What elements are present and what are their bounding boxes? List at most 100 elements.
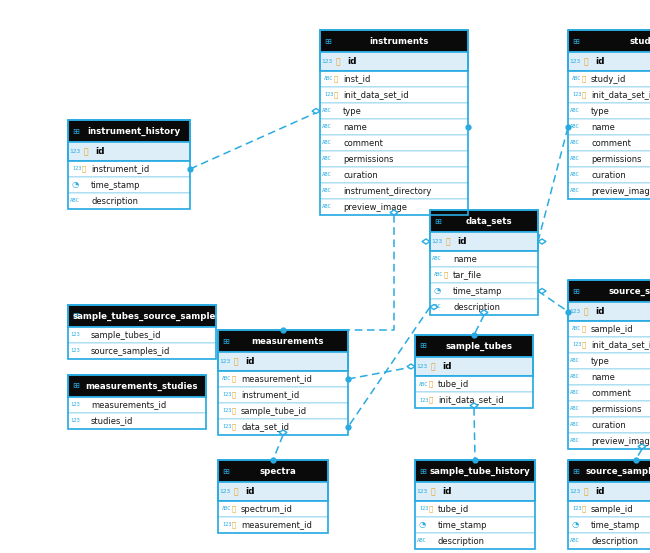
Polygon shape [538,289,546,294]
Text: ABC: ABC [570,140,580,145]
Text: ABC: ABC [570,358,580,363]
Text: ⚿: ⚿ [232,392,236,398]
Text: sample_id: sample_id [591,325,634,333]
Text: 123: 123 [222,425,231,430]
Text: ABC: ABC [322,124,332,129]
Text: 123: 123 [220,489,231,494]
FancyBboxPatch shape [68,375,206,397]
Text: id: id [442,362,452,371]
FancyBboxPatch shape [568,369,650,385]
Text: 123: 123 [572,92,581,97]
Polygon shape [407,364,415,369]
FancyBboxPatch shape [415,392,533,408]
FancyBboxPatch shape [568,151,650,167]
Text: id: id [457,237,467,246]
Text: init_data_set_id: init_data_set_id [343,91,409,100]
Text: sample_tubes_id: sample_tubes_id [91,331,161,340]
Text: ⊞: ⊞ [73,382,79,390]
Text: preview_image: preview_image [591,436,650,446]
Text: measurements_id: measurements_id [91,400,166,410]
Text: ⚿: ⚿ [582,76,586,82]
Text: 123: 123 [419,398,428,403]
FancyBboxPatch shape [218,460,328,482]
Text: instrument_history: instrument_history [88,127,181,135]
Text: ⊞: ⊞ [419,342,426,351]
Text: 123: 123 [572,342,581,347]
Text: 123: 123 [222,409,231,414]
FancyBboxPatch shape [68,142,190,161]
Text: time_stamp: time_stamp [438,520,488,530]
FancyBboxPatch shape [218,517,328,533]
FancyBboxPatch shape [320,167,468,183]
FancyBboxPatch shape [568,52,650,71]
Text: 123: 123 [70,419,80,424]
FancyBboxPatch shape [320,135,468,151]
Text: 123: 123 [222,523,231,528]
Polygon shape [312,108,320,113]
Text: 123: 123 [417,489,428,494]
Text: ABC: ABC [570,108,580,113]
Text: id: id [245,357,255,366]
Text: ⚿: ⚿ [429,380,433,387]
Text: ⊞: ⊞ [573,286,580,295]
Text: ⚿: ⚿ [582,342,586,348]
FancyBboxPatch shape [568,135,650,151]
Text: description: description [591,536,638,545]
FancyBboxPatch shape [68,327,216,343]
Text: curation: curation [591,420,626,430]
FancyBboxPatch shape [568,533,650,549]
FancyBboxPatch shape [568,401,650,417]
FancyBboxPatch shape [430,299,538,315]
Text: source_sample_history: source_sample_history [585,466,650,476]
Text: ⚿: ⚿ [584,57,588,66]
Polygon shape [279,430,287,435]
Text: ⊞: ⊞ [573,36,580,45]
FancyBboxPatch shape [430,210,538,232]
Text: ⚿: ⚿ [582,326,586,332]
FancyBboxPatch shape [568,337,650,353]
Text: ABC: ABC [570,156,580,161]
Text: ⚿: ⚿ [232,375,236,382]
Text: 123: 123 [70,149,81,154]
FancyBboxPatch shape [218,330,348,352]
Text: tube_id: tube_id [438,379,469,389]
Text: type: type [591,357,610,366]
Text: ◔: ◔ [434,286,441,295]
Polygon shape [480,310,488,315]
Text: inst_id: inst_id [343,75,370,84]
Text: name: name [591,123,615,132]
Text: id: id [245,487,255,496]
FancyBboxPatch shape [568,385,650,401]
Text: 123: 123 [324,92,333,97]
Text: 123: 123 [572,507,581,512]
Text: ABC: ABC [322,205,332,210]
FancyBboxPatch shape [68,161,190,177]
Text: ⚿: ⚿ [234,357,239,366]
FancyBboxPatch shape [568,119,650,135]
FancyBboxPatch shape [415,335,533,357]
Text: 123: 123 [72,166,81,171]
Text: instrument_id: instrument_id [91,164,150,174]
Text: ⚿: ⚿ [335,57,341,66]
FancyBboxPatch shape [568,417,650,433]
Text: sample_tube_id: sample_tube_id [241,406,307,415]
Text: ABC: ABC [570,173,580,178]
Text: ⊞: ⊞ [222,336,229,346]
Text: preview_image: preview_image [591,186,650,196]
FancyBboxPatch shape [320,52,468,71]
Text: 123: 123 [569,59,580,64]
FancyBboxPatch shape [218,482,328,501]
Text: ABC: ABC [322,156,332,161]
FancyBboxPatch shape [320,151,468,167]
Text: comment: comment [591,138,631,148]
Text: name: name [453,254,477,263]
FancyBboxPatch shape [415,482,535,501]
Text: ⊞: ⊞ [573,467,580,476]
Text: ◔: ◔ [571,520,578,530]
Text: permissions: permissions [343,154,393,164]
FancyBboxPatch shape [568,517,650,533]
Text: ABC: ABC [419,382,428,387]
Text: name: name [591,373,615,382]
FancyBboxPatch shape [430,267,538,283]
Text: study_id: study_id [591,75,627,84]
